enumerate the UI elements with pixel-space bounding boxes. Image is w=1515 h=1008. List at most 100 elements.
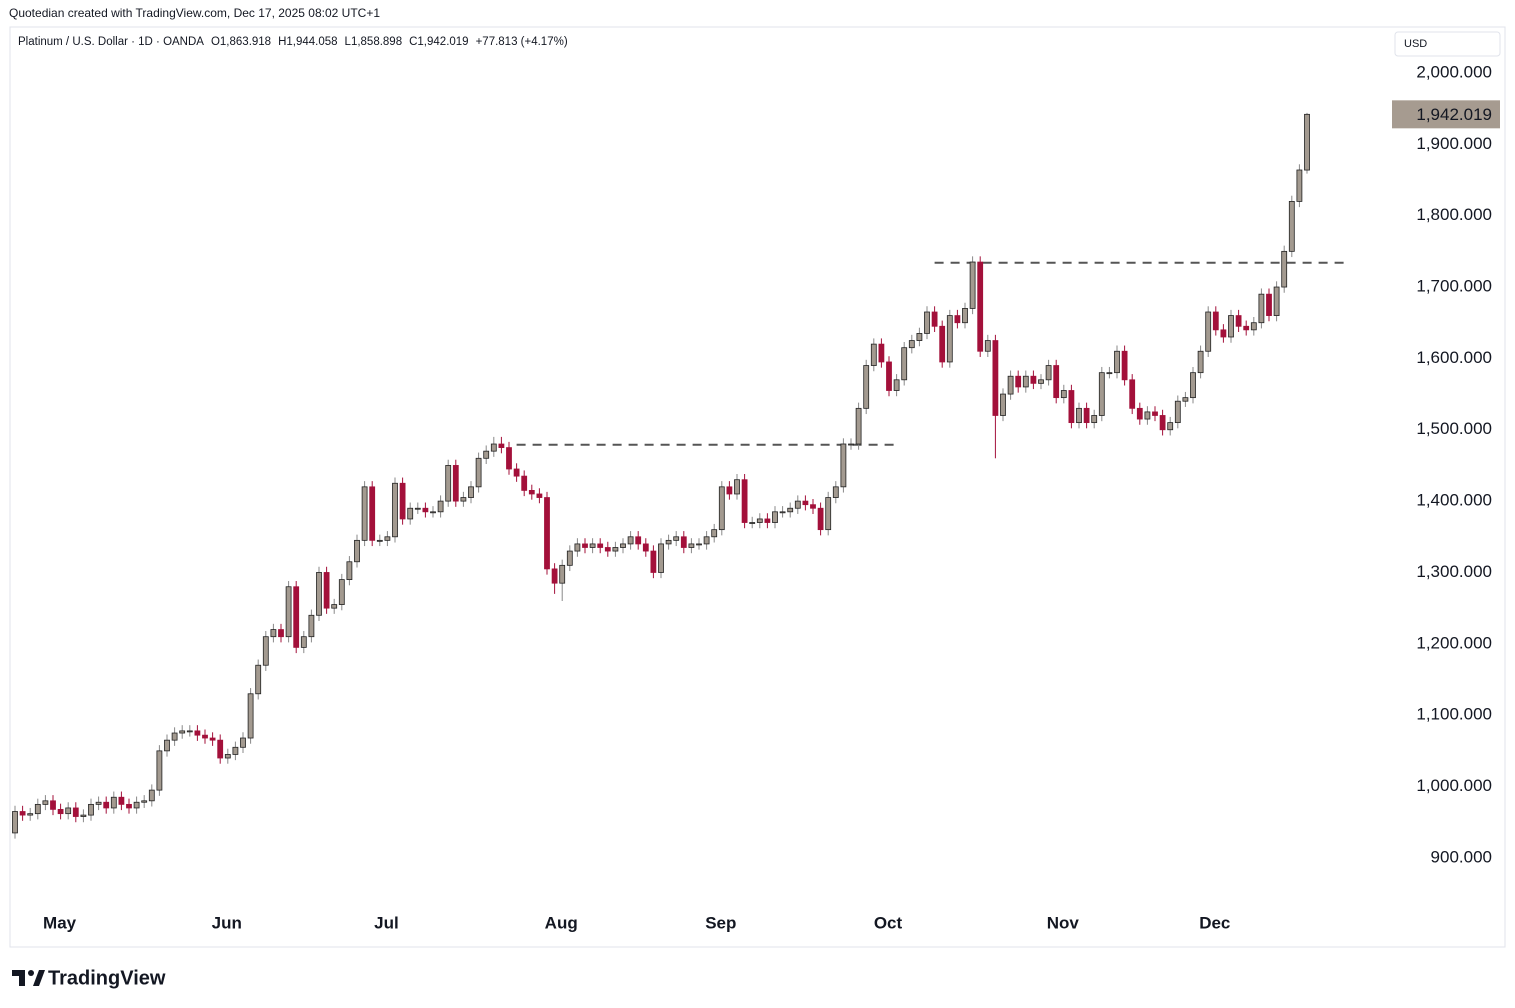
currency-box[interactable]: [1394, 31, 1501, 57]
x-tick-label: Aug: [545, 913, 578, 932]
candle-body: [1060, 390, 1067, 399]
candle-body: [1258, 293, 1265, 324]
currency: USD: [1404, 38, 1427, 50]
candle-body: [1266, 293, 1272, 316]
candle-body: [1159, 415, 1166, 431]
candle-body: [95, 801, 102, 805]
chart-frame: [9, 26, 1506, 948]
candle-body: [863, 365, 870, 409]
y-tick-label: 1,300.000: [1416, 562, 1492, 581]
low-label: L1,858.898: [345, 36, 403, 48]
y-tick-label: 1,100.000: [1416, 705, 1492, 724]
candle-body: [1022, 375, 1029, 388]
candle-body: [901, 347, 908, 381]
candle-body: [42, 800, 49, 805]
candle-body: [278, 629, 284, 638]
candle-body: [50, 800, 56, 810]
candle-body: [817, 507, 824, 531]
candle-body: [802, 500, 809, 506]
x-tick-label: Oct: [874, 913, 903, 932]
candle-body: [1136, 407, 1143, 420]
candle-body: [1220, 329, 1227, 338]
candle-body: [65, 807, 72, 815]
candle-body: [308, 614, 315, 638]
high-label: H1,944.058: [278, 36, 337, 48]
candle-body: [194, 730, 201, 736]
x-tick-label: Jul: [374, 913, 399, 932]
candle-body: [551, 568, 558, 584]
candle-body: [908, 340, 915, 349]
candle-body: [1182, 397, 1189, 402]
candle-body: [741, 479, 748, 523]
candle-body: [475, 457, 482, 488]
y-tick-label: 2,000.000: [1416, 62, 1492, 81]
candle-body: [354, 539, 360, 563]
candle-body: [1091, 415, 1098, 424]
x-tick-label: Nov: [1047, 913, 1080, 932]
last-price-box: [1392, 100, 1500, 129]
candle-body: [1190, 372, 1196, 399]
candle-body: [1007, 375, 1014, 395]
candle-body: [422, 507, 429, 513]
candle-body: [361, 486, 368, 541]
candle-body: [650, 550, 657, 573]
candle-body: [34, 803, 41, 815]
candle-body: [1212, 311, 1219, 331]
candle-body: [384, 536, 391, 541]
candle-body: [1114, 350, 1120, 374]
candle-body: [331, 604, 338, 609]
candle-body: [126, 803, 132, 809]
candle-body: [1205, 311, 1212, 352]
y-tick-label: 1,400.000: [1416, 491, 1492, 510]
candle-body: [232, 746, 239, 755]
candle-body: [984, 340, 991, 352]
candle-body: [224, 754, 231, 759]
candle-body: [612, 547, 619, 552]
candle-body: [779, 511, 786, 514]
candle-body: [794, 500, 801, 509]
candle-body: [810, 504, 816, 509]
candle-body: [110, 796, 117, 809]
candle-body: [293, 586, 300, 648]
candle-body: [202, 734, 208, 739]
y-tick-label: 1,600.000: [1416, 348, 1492, 367]
candle-body: [217, 739, 224, 759]
y-tick-label: 1,200.000: [1416, 633, 1492, 652]
candle-body: [764, 518, 771, 523]
candle-body: [870, 343, 877, 366]
candle-body: [240, 737, 246, 748]
candle-body: [316, 572, 322, 616]
candle-body: [559, 564, 566, 584]
candle-body: [1053, 365, 1060, 399]
y-tick-label: 1,800.000: [1416, 205, 1492, 224]
candle-body: [1304, 113, 1310, 171]
candle-body: [597, 543, 604, 548]
candle-body: [513, 468, 520, 477]
candle-body: [832, 486, 839, 498]
candle-body: [1121, 350, 1128, 381]
candle-body: [1000, 393, 1006, 416]
candle-body: [72, 807, 79, 817]
brand: TradingView: [48, 967, 166, 989]
candle-body: [179, 730, 186, 734]
candle-body: [437, 500, 444, 513]
candle-body: [916, 333, 923, 341]
candle-body: [27, 813, 34, 816]
candle-body: [620, 543, 626, 548]
candle-body: [1250, 322, 1257, 331]
candle-body: [483, 450, 490, 459]
candle-body: [323, 572, 330, 609]
x-tick-label: Dec: [1199, 913, 1230, 932]
candle-body: [171, 732, 178, 741]
candle-body: [787, 507, 794, 513]
candle-body: [452, 465, 459, 502]
x-tick-label: May: [43, 913, 77, 932]
open-label: O1,863.918: [211, 36, 271, 48]
candle-body: [80, 814, 87, 817]
candle-body: [878, 343, 885, 363]
candle-body: [635, 536, 642, 545]
candle-body: [1235, 315, 1242, 327]
candle-body: [247, 693, 254, 739]
candle-body: [962, 308, 968, 324]
